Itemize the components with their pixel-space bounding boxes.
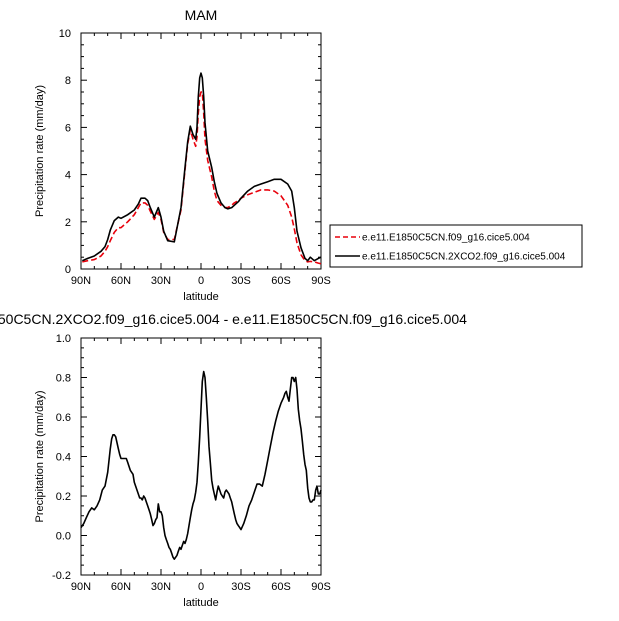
- x-tick-label: 30N: [151, 275, 171, 287]
- x-tick-label: 30N: [151, 581, 171, 593]
- chart-title: e.e11.E1850C5CN.2XCO2.f09_g16.cice5.004 …: [0, 311, 467, 327]
- y-tick-label: 6: [65, 122, 71, 134]
- y-axis-label: Precipitation rate (mm/day): [34, 390, 46, 522]
- series-line-2: [81, 72, 322, 262]
- series-line-1: [82, 91, 322, 265]
- series-line-1: [80, 370, 322, 561]
- y-tick-label: 0.0: [56, 531, 71, 543]
- x-tick-label: 90N: [71, 275, 91, 287]
- legend: e.e11.E1850C5CN.f09_g16.cice5.004 e.e11.E…: [329, 224, 583, 268]
- y-tick-label: 2: [65, 217, 71, 229]
- x-axis-label: latitude: [183, 291, 218, 303]
- y-tick-label: 0: [65, 264, 71, 276]
- x-tick-label: 90N: [71, 581, 91, 593]
- y-tick-label: 0.8: [56, 373, 71, 385]
- legend-label: e.e11.E1850C5CN.f09_g16.cice5.004: [362, 233, 530, 244]
- chart-panel-1: MAM 90N 60N 30N 0 30S 60S 90S 0 2 4 6 8 10 latitude Pre…: [34, 7, 583, 303]
- chart-title: MAM: [185, 7, 218, 23]
- x-tick-label: 30S: [231, 581, 251, 593]
- x-tick-label: 60N: [111, 275, 131, 287]
- x-tick-label: 0: [198, 581, 204, 593]
- y-tick-label: 0.6: [56, 412, 71, 424]
- x-tick-label: 60S: [271, 275, 291, 287]
- chart-panel-2: e.e11.E1850C5CN.2XCO2.f09_g16.cice5.004 …: [0, 311, 467, 609]
- y-tick-label: 4: [65, 170, 71, 182]
- y-tick-label: 0.2: [56, 491, 71, 503]
- y-tick-label: 0.4: [56, 452, 71, 464]
- legend-box: [329, 224, 583, 268]
- plot-frame: [80, 32, 322, 270]
- x-tick-label: 90S: [311, 581, 331, 593]
- y-tick-label: 1.0: [56, 333, 71, 345]
- x-tick-label: 30S: [231, 275, 251, 287]
- y-tick-label: 10: [59, 28, 71, 40]
- x-tick-label: 0: [198, 275, 204, 287]
- x-axis-label: latitude: [183, 597, 218, 609]
- y-axis-label: Precipitation rate (mm/day): [34, 85, 46, 217]
- x-tick-label: 60S: [271, 581, 291, 593]
- x-tick-label: 60N: [111, 581, 131, 593]
- y-tick-label: -0.2: [52, 570, 71, 582]
- x-tick-label: 90S: [311, 275, 331, 287]
- legend-label: e.e11.E1850C5CN.2XCO2.f09_g16.cice5.004: [362, 252, 566, 263]
- y-tick-label: 8: [65, 75, 71, 87]
- plot-frame: [80, 337, 322, 576]
